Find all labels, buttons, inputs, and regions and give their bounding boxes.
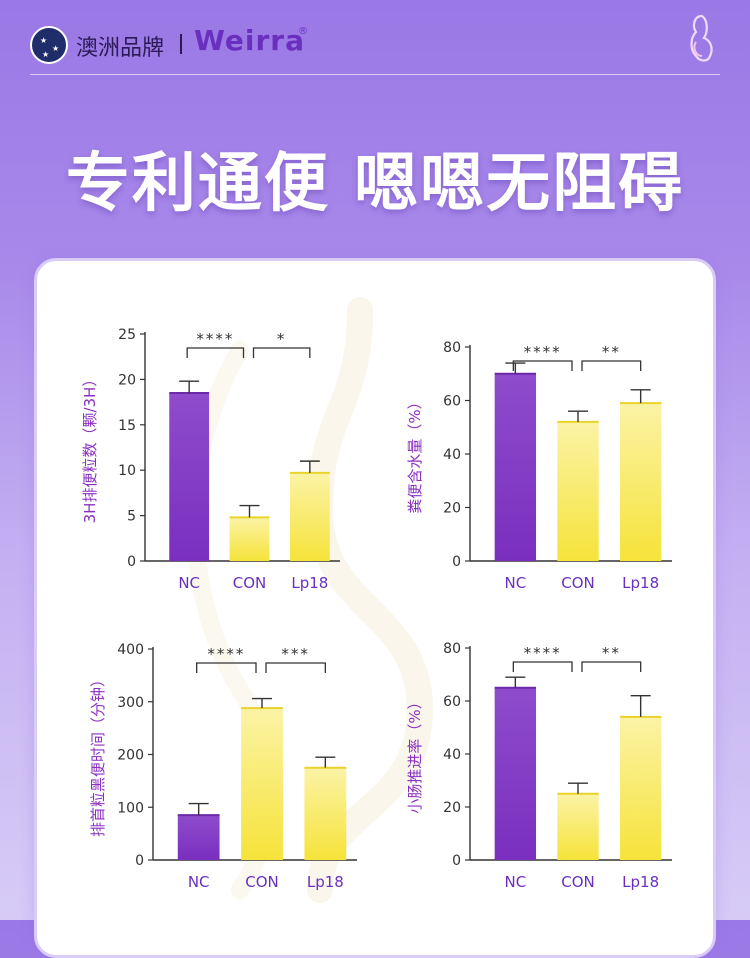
x-tick-label: Lp18	[291, 574, 328, 592]
bar-lp18	[619, 403, 662, 561]
significance-bracket	[512, 360, 573, 371]
charts-card	[34, 258, 716, 958]
y-tick-label: 20	[443, 501, 461, 517]
y-tick-label: 0	[135, 853, 144, 869]
y-tick-label: 40	[443, 747, 461, 763]
significance-bracket	[186, 347, 245, 358]
x-tick-label: NC	[504, 574, 526, 592]
y-tick-label: 80	[443, 340, 461, 356]
y-axis-label: 3H排便粒数（颗/3H）	[81, 372, 99, 524]
y-axis-label: 粪便含水量（%）	[406, 394, 424, 513]
significance-bracket	[581, 661, 642, 672]
bar-con	[241, 708, 283, 860]
australia-flag-icon: ★ ★ ★	[30, 26, 68, 64]
x-tick-label: NC	[178, 574, 200, 592]
significance-bracket	[512, 661, 573, 672]
y-tick-label: 300	[117, 695, 144, 711]
x-tick-label: CON	[561, 574, 595, 592]
header-divider	[30, 74, 720, 75]
bar-con	[557, 421, 599, 561]
bar-nc	[494, 373, 537, 561]
significance-label: ****	[524, 343, 562, 361]
x-tick-label: NC	[504, 873, 526, 891]
significance-bracket	[265, 662, 326, 673]
bar-lp18	[289, 472, 330, 561]
y-tick-label: 25	[118, 327, 136, 343]
registered-mark: ®	[298, 26, 308, 37]
header: ★ ★ ★ 澳洲品牌 Weirra ®	[0, 0, 750, 80]
bar-con	[557, 793, 599, 860]
significance-label: ****	[196, 330, 234, 348]
brand-divider	[180, 34, 182, 54]
x-tick-label: Lp18	[622, 873, 659, 891]
pregnancy-icon	[690, 14, 713, 62]
headline: 专利通便 嗯嗯无阻碍	[65, 147, 685, 221]
x-tick-label: CON	[233, 574, 267, 592]
significance-bracket	[581, 360, 642, 371]
bar-nc	[494, 687, 537, 860]
y-tick-label: 0	[127, 554, 136, 570]
significance-bracket	[196, 662, 257, 673]
significance-label: *	[277, 330, 287, 348]
brand-logo: Weirra	[194, 24, 305, 57]
y-axis-label: 排首粒黑便时间（分钟）	[89, 672, 107, 837]
x-tick-label: NC	[188, 873, 210, 891]
significance-bracket	[252, 347, 311, 358]
y-tick-label: 20	[443, 800, 461, 816]
y-tick-label: 15	[118, 418, 136, 434]
bar-nc	[177, 815, 220, 860]
x-tick-label: CON	[245, 873, 279, 891]
y-tick-label: 100	[117, 800, 144, 816]
y-tick-label: 0	[452, 554, 461, 570]
y-tick-label: 0	[452, 853, 461, 869]
y-tick-label: 10	[118, 463, 136, 479]
x-tick-label: Lp18	[307, 873, 344, 891]
y-tick-label: 40	[443, 447, 461, 463]
significance-label: **	[602, 343, 621, 361]
y-tick-label: 60	[443, 694, 461, 710]
significance-label: ****	[524, 644, 562, 662]
y-tick-label: 80	[443, 641, 461, 657]
y-axis-label: 小肠推进率（%）	[406, 694, 424, 813]
y-tick-label: 5	[127, 509, 136, 525]
brand-name-cn: 澳洲品牌	[76, 36, 165, 61]
bar-nc	[169, 393, 210, 561]
significance-label: ***	[281, 645, 310, 663]
bar-lp18	[304, 767, 347, 860]
x-tick-label: CON	[561, 873, 595, 891]
y-tick-label: 60	[443, 394, 461, 410]
bar-lp18	[619, 716, 662, 860]
y-tick-label: 400	[117, 642, 144, 658]
significance-label: **	[602, 644, 621, 662]
y-tick-label: 20	[118, 372, 136, 388]
x-tick-label: Lp18	[622, 574, 659, 592]
y-tick-label: 200	[117, 748, 144, 764]
significance-label: ****	[207, 645, 245, 663]
bar-con	[229, 517, 270, 561]
